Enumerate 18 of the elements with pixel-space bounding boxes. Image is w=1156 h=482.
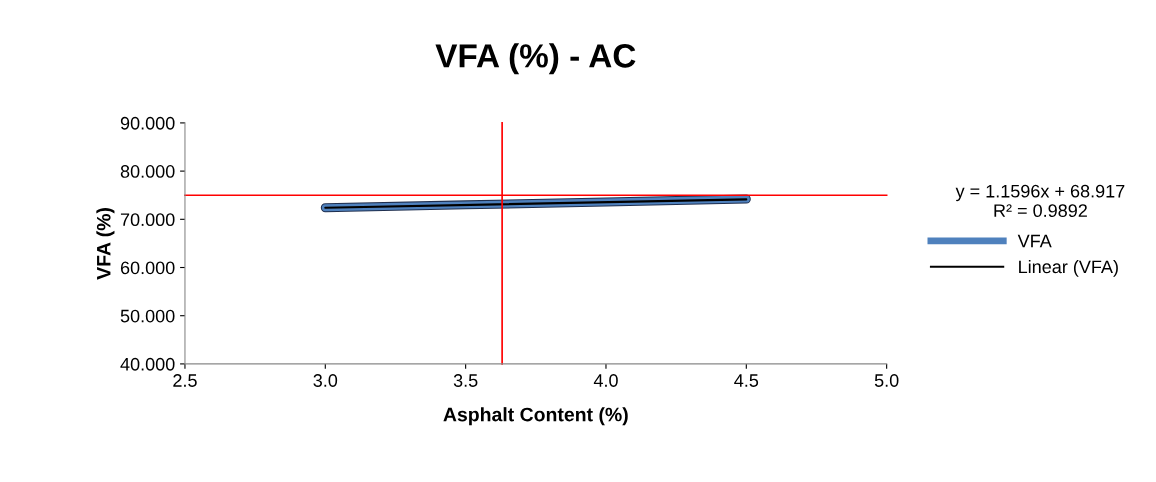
x-tick-label: 4.0 bbox=[593, 374, 618, 387]
x-tick-label: 3.0 bbox=[313, 374, 338, 387]
y-tick-label: 60.000 bbox=[120, 261, 175, 275]
x-tick-label: 3.5 bbox=[453, 374, 478, 387]
y-tick-label: 40.000 bbox=[120, 357, 175, 371]
legend-label: Linear (VFA) bbox=[1019, 259, 1118, 277]
y-tick-label: 70.000 bbox=[120, 213, 175, 227]
y-tick-label: 90.000 bbox=[120, 116, 175, 130]
legend-label: VFA bbox=[1017, 234, 1052, 248]
text: y = 1.1596x + 68.917 R² = 0.9892 bbox=[955, 184, 1125, 218]
chart-title: VFA (%) - AC bbox=[435, 43, 636, 75]
y-tick-label: 80.000 bbox=[120, 165, 175, 178]
y-axis-title: VFA (%) bbox=[96, 208, 115, 280]
x-tick-label: 4.5 bbox=[734, 374, 759, 387]
y-tick-label: 50.000 bbox=[120, 309, 175, 323]
x-tick-label: 5.0 bbox=[874, 374, 899, 387]
x-axis-title: Asphalt Content (%) bbox=[443, 407, 628, 426]
x-tick-label: 2.5 bbox=[173, 374, 197, 387]
